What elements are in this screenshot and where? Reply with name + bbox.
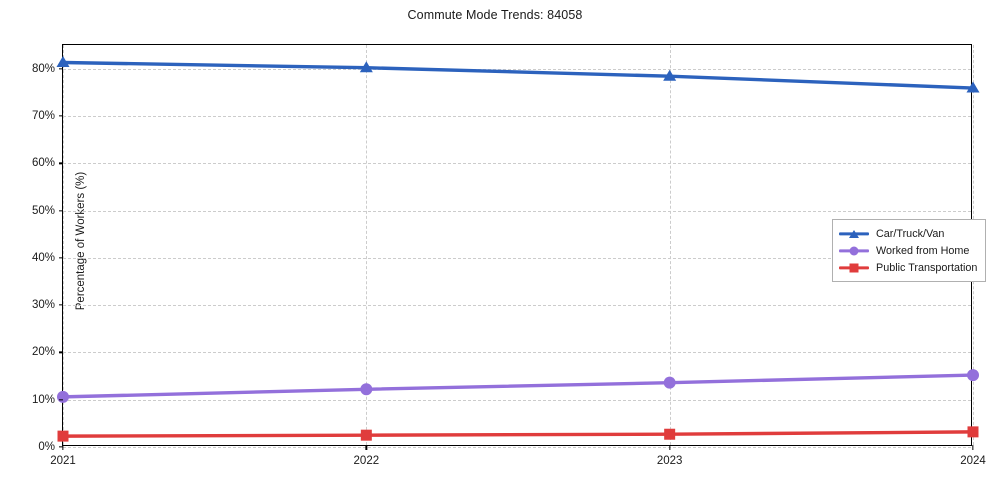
grid-line-horizontal: [63, 447, 971, 448]
legend-label: Worked from Home: [876, 244, 970, 257]
data-point-marker: [57, 430, 69, 442]
data-point-marker: [664, 428, 676, 440]
grid-line-horizontal: [63, 257, 971, 259]
legend-swatch-circle-icon: [839, 244, 869, 258]
grid-line-vertical: [63, 45, 64, 445]
plot-area: Percentage of Workers (%) 0% 10% 20% 30% 40%…: [32, 44, 986, 467]
y-tick-label: 30%: [31, 299, 55, 312]
data-point-marker: [663, 69, 677, 81]
series-line: [61, 60, 975, 90]
x-tick-mark: [669, 445, 671, 450]
y-tick-mark: [58, 399, 63, 401]
y-tick-mark: [58, 67, 63, 70]
legend-label: Car/Truck/Van: [876, 227, 945, 240]
grid-line-horizontal: [63, 305, 971, 307]
x-tick-label: 2022: [353, 455, 380, 467]
legend-swatch-square-icon: [839, 261, 869, 275]
data-point-marker: [57, 390, 69, 403]
data-point-marker: [966, 81, 980, 93]
legend-item[interactable]: Car/Truck/Van: [839, 225, 977, 242]
grid-line-horizontal: [63, 68, 971, 70]
y-tick-label: 80%: [31, 62, 55, 75]
y-tick-label: 10%: [31, 393, 55, 406]
y-tick-label: 0%: [38, 441, 55, 453]
data-point-marker: [360, 383, 373, 396]
legend-label: Public Transportation: [876, 261, 978, 274]
y-tick-mark: [58, 304, 63, 306]
y-tick-mark: [58, 446, 63, 448]
chart-legend: Car/Truck/Van Worked from Home Public Tran…: [832, 219, 987, 282]
grid-line-horizontal: [63, 163, 971, 165]
x-tick-mark: [365, 445, 367, 450]
y-tick-mark: [58, 257, 63, 259]
x-tick-label: 2021: [50, 455, 76, 467]
grid-line-horizontal: [63, 210, 971, 212]
legend-swatch-triangle-icon: [839, 227, 869, 241]
data-point-marker: [360, 429, 372, 441]
grid-line-vertical: [669, 45, 671, 445]
grid-line-vertical: [366, 45, 368, 445]
x-tick-mark: [972, 445, 974, 450]
series-line: [61, 373, 975, 399]
data-point-marker: [56, 55, 70, 67]
y-tick-mark: [58, 209, 63, 212]
x-tick-mark: [62, 445, 64, 450]
chart-title: Commute Mode Trends: 84058: [407, 8, 583, 22]
data-point-marker: [967, 369, 979, 382]
series-layer: [56, 45, 980, 445]
data-point-marker: [663, 376, 676, 389]
y-tick-label: 70%: [31, 109, 55, 122]
x-tick-label: 2024: [960, 455, 986, 467]
legend-item[interactable]: Public Transportation: [839, 259, 977, 276]
x-tick-label: 2023: [656, 455, 683, 467]
y-tick-label: 50%: [31, 204, 55, 217]
grid-line-horizontal: [63, 115, 971, 117]
series-line: [61, 430, 975, 438]
y-tick-mark: [58, 351, 63, 354]
y-tick-mark: [58, 115, 63, 117]
y-tick-label: 40%: [31, 251, 55, 264]
grid-line-horizontal: [63, 352, 971, 354]
data-point-marker: [359, 61, 373, 73]
grid-line-horizontal: [63, 399, 971, 401]
legend-item[interactable]: Worked from Home: [839, 242, 977, 259]
y-tick-label: 60%: [31, 157, 55, 170]
y-tick-mark: [58, 162, 63, 164]
data-point-marker: [967, 426, 979, 438]
series-lines: [56, 55, 980, 442]
y-tick-label: 20%: [31, 346, 55, 359]
